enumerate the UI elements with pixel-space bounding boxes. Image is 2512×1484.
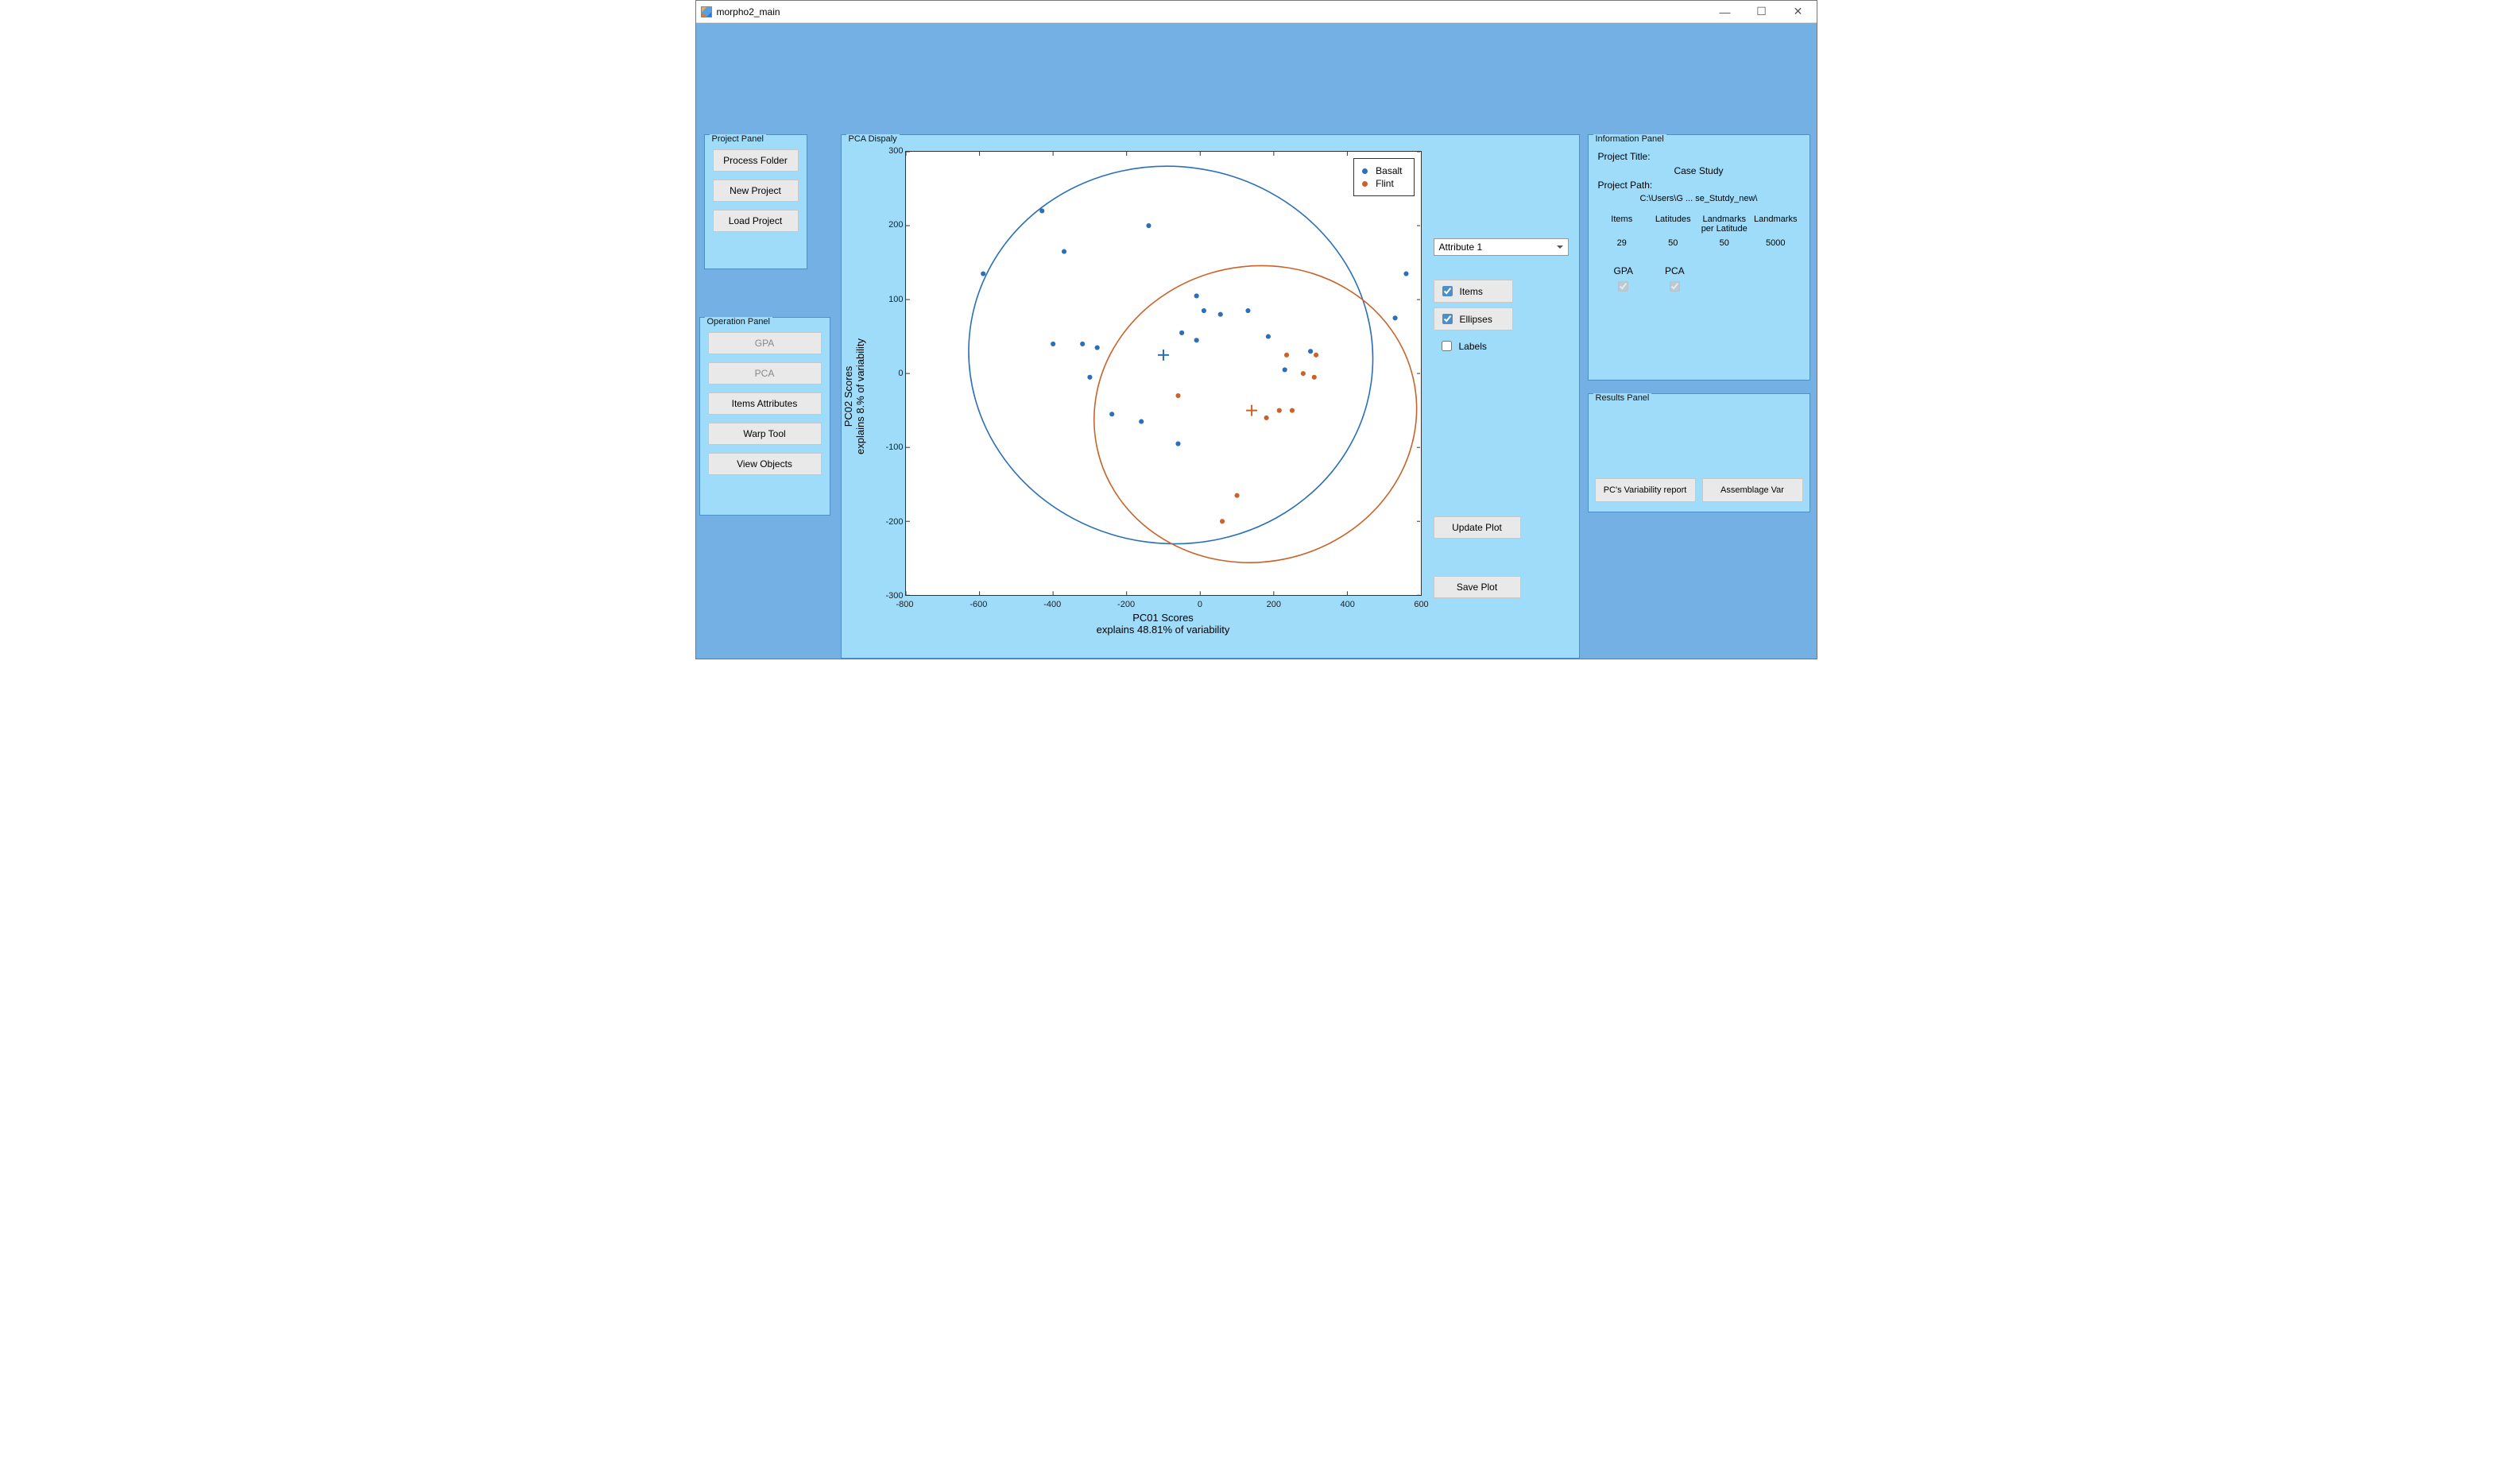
val-items: 29 [1598,238,1647,248]
y-axis-ticks: -300-200-1000100200300 [873,151,904,596]
info-panel-title: Information Panel [1593,134,1666,144]
maximize-button[interactable]: ☐ [1744,1,1780,22]
items-attributes-button[interactable]: Items Attributes [708,392,822,415]
window-title: morpho2_main [717,6,780,17]
pca-flag-checkbox [1670,281,1680,292]
val-lpl: 50 [1701,238,1749,248]
project-title-label: Project Title: [1598,151,1800,162]
pc-variability-report-button[interactable]: PC's Variability report [1595,478,1696,502]
operation-panel: Operation Panel GPA PCA Items Attributes… [699,317,830,516]
col-latitudes: Latitudes [1649,214,1697,234]
x-axis-label: PC01 Scores explains 48.81% of variabili… [905,612,1422,636]
results-panel-title: Results Panel [1593,393,1652,403]
assemblage-var-button[interactable]: Assemblage Var [1702,478,1803,502]
items-checkbox[interactable] [1442,286,1453,296]
update-plot-button[interactable]: Update Plot [1434,516,1521,539]
project-path-value: C:\Users\G ... se_Stutdy_new\ [1598,194,1800,203]
col-lpl: Landmarks per Latitude [1701,214,1749,234]
attribute-dropdown[interactable]: Attribute 1 [1434,238,1569,256]
process-folder-button[interactable]: Process Folder [713,149,799,172]
new-project-button[interactable]: New Project [713,180,799,202]
project-title-value: Case Study [1598,165,1800,176]
project-panel-title: Project Panel [710,134,766,144]
labels-checkbox[interactable] [1442,341,1452,351]
titlebar: morpho2_main ― ☐ ✕ [696,1,1817,23]
val-latitudes: 50 [1649,238,1697,248]
pca-plot-svg [906,152,1421,595]
ellipses-checkbox-label: Ellipses [1460,314,1492,325]
legend-marker-basalt [1362,168,1368,174]
view-objects-button[interactable]: View Objects [708,453,822,475]
warp-tool-button[interactable]: Warp Tool [708,423,822,445]
results-panel: Results Panel PC's Variability report As… [1588,393,1810,512]
app-icon [701,6,712,17]
pca-button[interactable]: PCA [708,362,822,385]
legend-label-basalt: Basalt [1376,165,1402,176]
items-checkbox-label: Items [1460,286,1483,297]
col-items: Items [1598,214,1647,234]
close-button[interactable]: ✕ [1780,1,1817,22]
val-landmarks: 5000 [1751,238,1800,248]
operation-panel-title: Operation Panel [705,317,773,327]
information-panel: Information Panel Project Title: Case St… [1588,134,1810,381]
minimize-button[interactable]: ― [1707,1,1744,22]
legend-marker-flint [1362,181,1368,187]
gpa-flag-checkbox [1618,281,1628,292]
labels-checkbox-row[interactable]: Labels [1434,335,1513,357]
ellipses-checkbox-row[interactable]: Ellipses [1434,307,1513,330]
project-panel: Project Panel Process Folder New Project… [704,134,807,269]
y-axis-label: PC02 Scores explains 8.% of variability [842,293,866,500]
pca-panel-title: PCA Dispaly [846,134,900,144]
labels-checkbox-label: Labels [1459,341,1487,352]
load-project-button[interactable]: Load Project [713,210,799,232]
x-axis-ticks: -800-600-400-2000200400600 [905,600,1422,611]
app-window: morpho2_main ― ☐ ✕ Project Panel Process… [695,0,1817,659]
col-landmarks: Landmarks [1751,214,1800,234]
plot-legend: Basalt Flint [1353,158,1414,196]
gpa-button[interactable]: GPA [708,332,822,354]
client-area: Project Panel Process Folder New Project… [696,23,1817,659]
gpa-flag-label: GPA [1614,265,1633,276]
save-plot-button[interactable]: Save Plot [1434,576,1521,598]
legend-label-flint: Flint [1376,178,1394,189]
pca-display-panel: PCA Dispaly Basalt Flint PC02 Scores exp… [841,134,1580,659]
pca-plot: Basalt Flint [905,151,1422,596]
project-path-label: Project Path: [1598,180,1800,191]
pca-flag-label: PCA [1665,265,1685,276]
ellipses-checkbox[interactable] [1442,314,1453,324]
items-checkbox-row[interactable]: Items [1434,280,1513,303]
